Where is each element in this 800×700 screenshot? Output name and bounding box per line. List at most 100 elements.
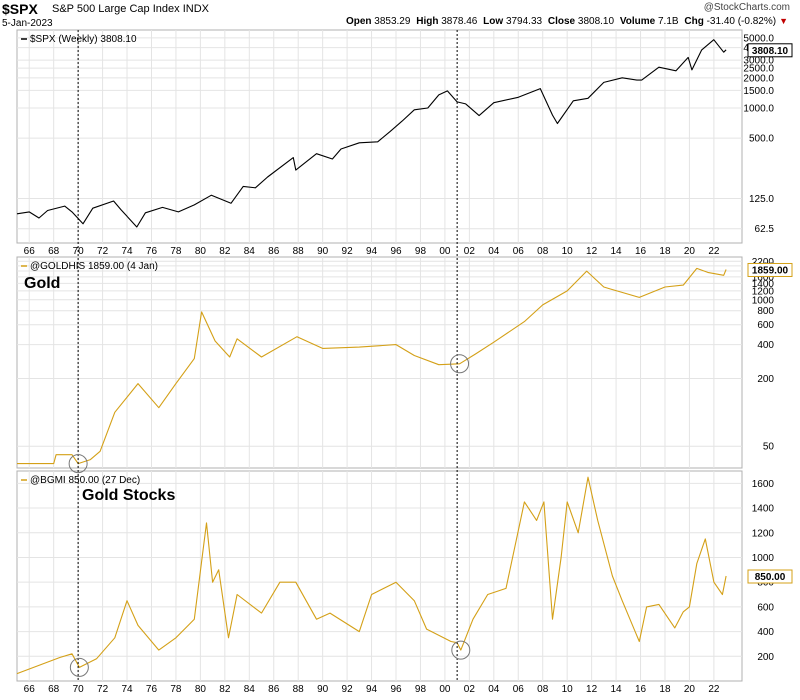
x-tick-label: 88 [293, 684, 305, 695]
panel-annotation: Gold [24, 275, 60, 292]
series-line [17, 267, 727, 465]
x-tick-label: 90 [317, 246, 329, 257]
x-tick-label: 84 [244, 684, 256, 695]
y-tick-label: 1000 [752, 295, 775, 306]
x-tick-label: 72 [97, 246, 109, 257]
x-tick-label: 18 [659, 684, 671, 695]
panel-frame [16, 256, 743, 469]
y-tick-label: 2200 [752, 257, 775, 268]
y-tick-label: 50 [763, 442, 775, 453]
y-tick-label: 200 [757, 374, 774, 385]
y-tick-label: 600 [757, 602, 774, 613]
x-tick-label: 00 [439, 684, 451, 695]
x-tick-label: 68 [48, 684, 60, 695]
x-tick-label: 74 [121, 684, 133, 695]
chg-label: Chg [684, 16, 704, 27]
x-tick-label: 86 [268, 684, 280, 695]
x-tick-label: 98 [415, 246, 427, 257]
y-tick-label: 125.0 [749, 194, 774, 205]
last-value-tag [747, 569, 793, 584]
x-tick-label: 10 [562, 246, 574, 257]
x-tick-label: 82 [219, 684, 231, 695]
low-circle [68, 454, 88, 474]
high-value: 3878.46 [441, 16, 478, 27]
last-value-tag [747, 43, 793, 58]
x-tick-label: 00 [439, 246, 451, 257]
x-tick-label: 92 [342, 246, 354, 257]
panel-3: 1600 1400 1200 1000 80 06 00 400 200 @BGMI 850.00… [16, 470, 793, 695]
y-tick-label: 1000.0 [743, 104, 774, 115]
close-value: 3808.10 [577, 16, 615, 27]
x-tick-label: 96 [390, 246, 402, 257]
x-tick-label: 14 [611, 684, 623, 695]
x-tick-label: 08 [537, 684, 549, 695]
x-tick-label: 22 [708, 684, 720, 695]
series-line [16, 39, 727, 228]
low-circle [69, 657, 89, 677]
low-circle [450, 354, 470, 374]
last-value-label: 850.00 [755, 572, 786, 583]
chart-date: 5-Jan-2023 [2, 18, 53, 29]
x-tick-label: 74 [121, 246, 133, 257]
x-tick-label: 06 [513, 684, 525, 695]
quote-bar: Open 3853.29 High 3878.46 Low 3794.33 Cl… [346, 16, 788, 27]
y-tick-label: 400 [757, 340, 774, 351]
x-tick-label: 82 [219, 246, 231, 257]
y-tick-label: 62.5 [755, 224, 775, 235]
x-tick-label: 20 [684, 246, 696, 257]
x-tick-label: 70 [73, 684, 85, 695]
low-circle [451, 640, 471, 660]
legend-entry: @GOLDHIS 1859.00 (4 Jan) [30, 261, 158, 272]
x-tick-label: 16 [635, 684, 647, 695]
x-tick-label: 06 [513, 246, 525, 257]
open-label: Open [345, 16, 372, 27]
y-tick-label: 1000 [752, 553, 775, 564]
series-line [16, 476, 727, 675]
x-tick-label: 94 [366, 246, 378, 257]
x-tick-label: 86 [268, 246, 280, 257]
down-triangle-icon: ▼ [779, 16, 788, 26]
x-tick-label: 10 [562, 684, 574, 695]
x-tick-label: 92 [342, 684, 354, 695]
x-tick-label: 80 [195, 684, 207, 695]
panel-2: 2200200018001600140012001000800600400200… [16, 256, 793, 469]
watermark: @StockCharts.com [703, 2, 790, 13]
y-tick-label: 1200 [752, 286, 775, 297]
exchange-label: INDX [182, 3, 209, 15]
y-tick-label: 600 [757, 320, 774, 331]
x-tick-label: 88 [293, 246, 305, 257]
y-tick-label: 1400 [752, 504, 775, 515]
x-tick-label: 16 [635, 246, 647, 257]
x-tick-label: 76 [146, 246, 158, 257]
y-tick-label: 3000.0 [743, 56, 774, 67]
x-tick-label: 20 [684, 684, 696, 695]
x-tick-label: 94 [366, 684, 378, 695]
x-tick-label: 14 [611, 246, 623, 257]
x-tick-label: 80 [195, 246, 207, 257]
panel-1: 5000.04000.03000.02500.02000.01500.01000… [16, 29, 793, 257]
x-tick-label: 96 [390, 684, 402, 695]
x-tick-label: 72 [97, 684, 109, 695]
y-tick-label: 1600 [752, 479, 775, 490]
volume-value: 7.1B [658, 16, 679, 27]
last-value-label: 3808.10 [752, 46, 789, 57]
last-value-tag [747, 262, 793, 277]
x-tick-label: 66 [24, 246, 36, 257]
x-tick-label: 78 [170, 246, 182, 257]
x-tick-label: 78 [170, 684, 182, 695]
y-tick-label: 2500.0 [743, 64, 774, 75]
x-tick-label: 08 [537, 246, 549, 257]
x-tick-label: 18 [659, 246, 671, 257]
low-value: 3794.33 [505, 16, 543, 27]
y-tick-label: 2000.0 [743, 73, 774, 84]
volume-label: Volume [619, 16, 656, 27]
ticker-symbol: $SPX [2, 1, 38, 17]
y-tick-label: 5000.0 [743, 33, 774, 44]
x-tick-label: 02 [464, 684, 476, 695]
panel-frame [16, 29, 743, 244]
y-tick-label: 200 [757, 652, 774, 663]
index-name-text: S&P 500 Large Cap Index [52, 3, 180, 15]
x-tick-label: 68 [48, 246, 60, 257]
x-tick-label: 04 [488, 246, 500, 257]
